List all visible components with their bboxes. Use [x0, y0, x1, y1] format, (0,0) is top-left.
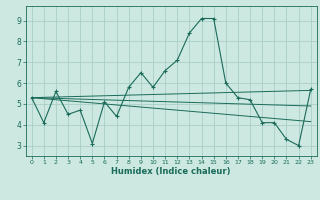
X-axis label: Humidex (Indice chaleur): Humidex (Indice chaleur)	[111, 167, 231, 176]
